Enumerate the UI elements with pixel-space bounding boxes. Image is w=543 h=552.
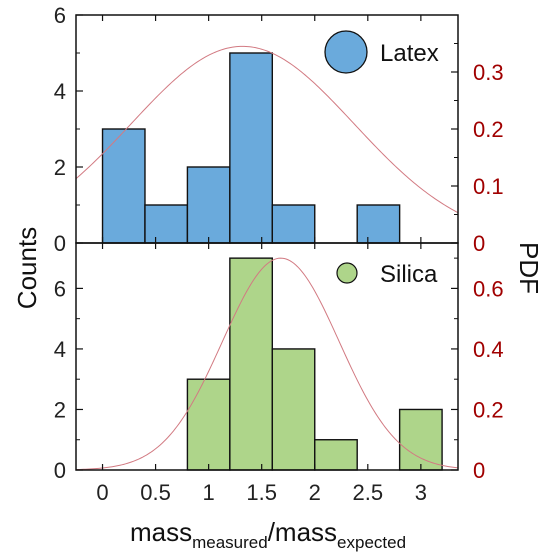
x-axis-title-mass1: mass [130, 517, 192, 547]
x-tick-label: 0.5 [140, 480, 171, 505]
histogram-bar [187, 379, 229, 470]
legend-label: Latex [380, 40, 439, 67]
histogram-bar [230, 53, 272, 243]
legend-silica: Silica [337, 261, 438, 288]
left-tick-label: 0 [54, 231, 66, 256]
panel-latex: 0 2 4 6 0 0.1 0.2 0.3 Latex [54, 3, 504, 256]
y-axis-title-left: Counts [12, 227, 42, 309]
x-tick-label: 1 [203, 480, 215, 505]
histogram-bar [187, 167, 229, 243]
x-axis-title-sub2: expected [337, 533, 406, 552]
x-tick-label: 1.5 [246, 480, 277, 505]
histogram-bar [400, 409, 442, 470]
histogram-bar [315, 440, 357, 470]
left-tick-label: 6 [54, 3, 66, 28]
right-tick-label: 0.3 [473, 60, 504, 85]
left-tick-label: 4 [54, 337, 66, 362]
left-tick-label: 2 [54, 397, 66, 422]
left-tick-label: 0 [54, 458, 66, 483]
histogram-bar [145, 205, 187, 243]
panel-silica: 0 2 4 6 0 0.2 0.4 0.6 Silica [54, 243, 504, 483]
left-tick-label: 2 [54, 155, 66, 180]
x-axis-title-sub1: measured [192, 533, 268, 552]
legend-marker-circle [337, 263, 357, 283]
right-tick-label: 0.6 [473, 276, 504, 301]
x-axis-title-mass2: mass [275, 517, 337, 547]
right-tick-label: 0.4 [473, 337, 504, 362]
left-tick-label: 4 [54, 79, 66, 104]
x-tick-label: 0 [96, 480, 108, 505]
x-tick-label: 3 [415, 480, 427, 505]
panels-layer: 024600.10.20.3Latex024600.20.40.6Silica0… [54, 3, 504, 505]
right-tick-label: 0.1 [473, 174, 504, 199]
x-tick-label: 2.5 [353, 480, 384, 505]
x-axis-title: massmeasured/massexpected [130, 517, 406, 552]
left-tick-label: 6 [54, 276, 66, 301]
right-tick-label: 0 [473, 231, 485, 256]
legend-latex: Latex [325, 31, 439, 73]
legend-label: Silica [380, 261, 438, 288]
right-tick-label: 0 [473, 458, 485, 483]
histogram-bar [272, 349, 314, 470]
y-axis-title-right: PDF [514, 242, 543, 294]
right-tick-label: 0.2 [473, 397, 504, 422]
legend-marker-circle [325, 31, 367, 73]
histogram-bar [272, 205, 314, 243]
x-tick-label: 2 [309, 480, 321, 505]
right-tick-label: 0.2 [473, 117, 504, 142]
histogram-bar [357, 205, 399, 243]
histogram-bar [103, 129, 145, 243]
histogram-bar [230, 258, 272, 470]
